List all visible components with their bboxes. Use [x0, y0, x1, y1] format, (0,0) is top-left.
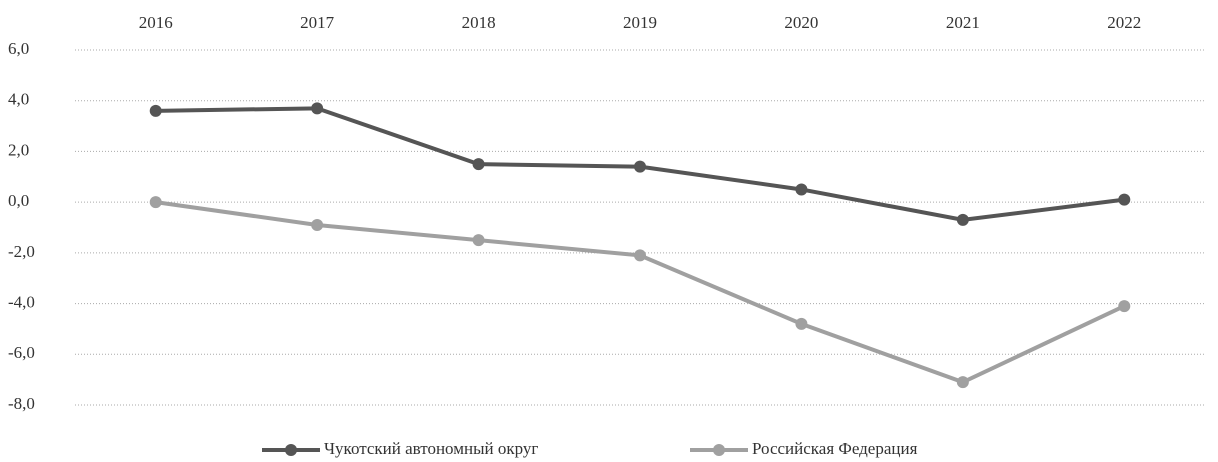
data-point	[795, 317, 808, 330]
data-point	[149, 104, 162, 117]
data-point	[311, 218, 324, 231]
y-tick-label: 0,0	[8, 191, 29, 210]
data-point	[634, 160, 646, 173]
data-point	[956, 376, 969, 389]
data-point	[1118, 193, 1131, 206]
y-tick-label: 2,0	[8, 140, 29, 159]
data-point	[149, 196, 162, 209]
x-tick-label: 2018	[462, 13, 496, 32]
data-point	[795, 183, 808, 196]
x-tick-label: 2017	[300, 13, 335, 32]
x-tick-label: 2020	[784, 13, 818, 32]
legend-label: Российская Федерация	[752, 439, 918, 458]
y-tick-label: 4,0	[8, 90, 29, 109]
x-tick-label: 2022	[1107, 13, 1141, 32]
data-point	[634, 249, 646, 262]
data-point	[1118, 300, 1131, 313]
data-point	[311, 102, 324, 115]
legend-marker	[285, 444, 297, 456]
y-tick-label: 6,0	[8, 39, 29, 58]
series-line	[155, 200, 1126, 385]
data-point	[472, 158, 485, 171]
data-point	[956, 213, 969, 226]
x-tick-label: 2016	[139, 13, 173, 32]
legend-marker	[713, 444, 725, 456]
x-tick-label: 2019	[623, 13, 657, 32]
data-point	[472, 234, 485, 247]
y-tick-label: -2,0	[8, 242, 35, 261]
y-tick-label: -4,0	[8, 292, 35, 311]
x-tick-label: 2021	[946, 13, 980, 32]
y-tick-label: -6,0	[8, 343, 35, 362]
legend-label: Чукотский автономный округ	[324, 439, 538, 458]
y-tick-label: -8,0	[8, 394, 35, 413]
